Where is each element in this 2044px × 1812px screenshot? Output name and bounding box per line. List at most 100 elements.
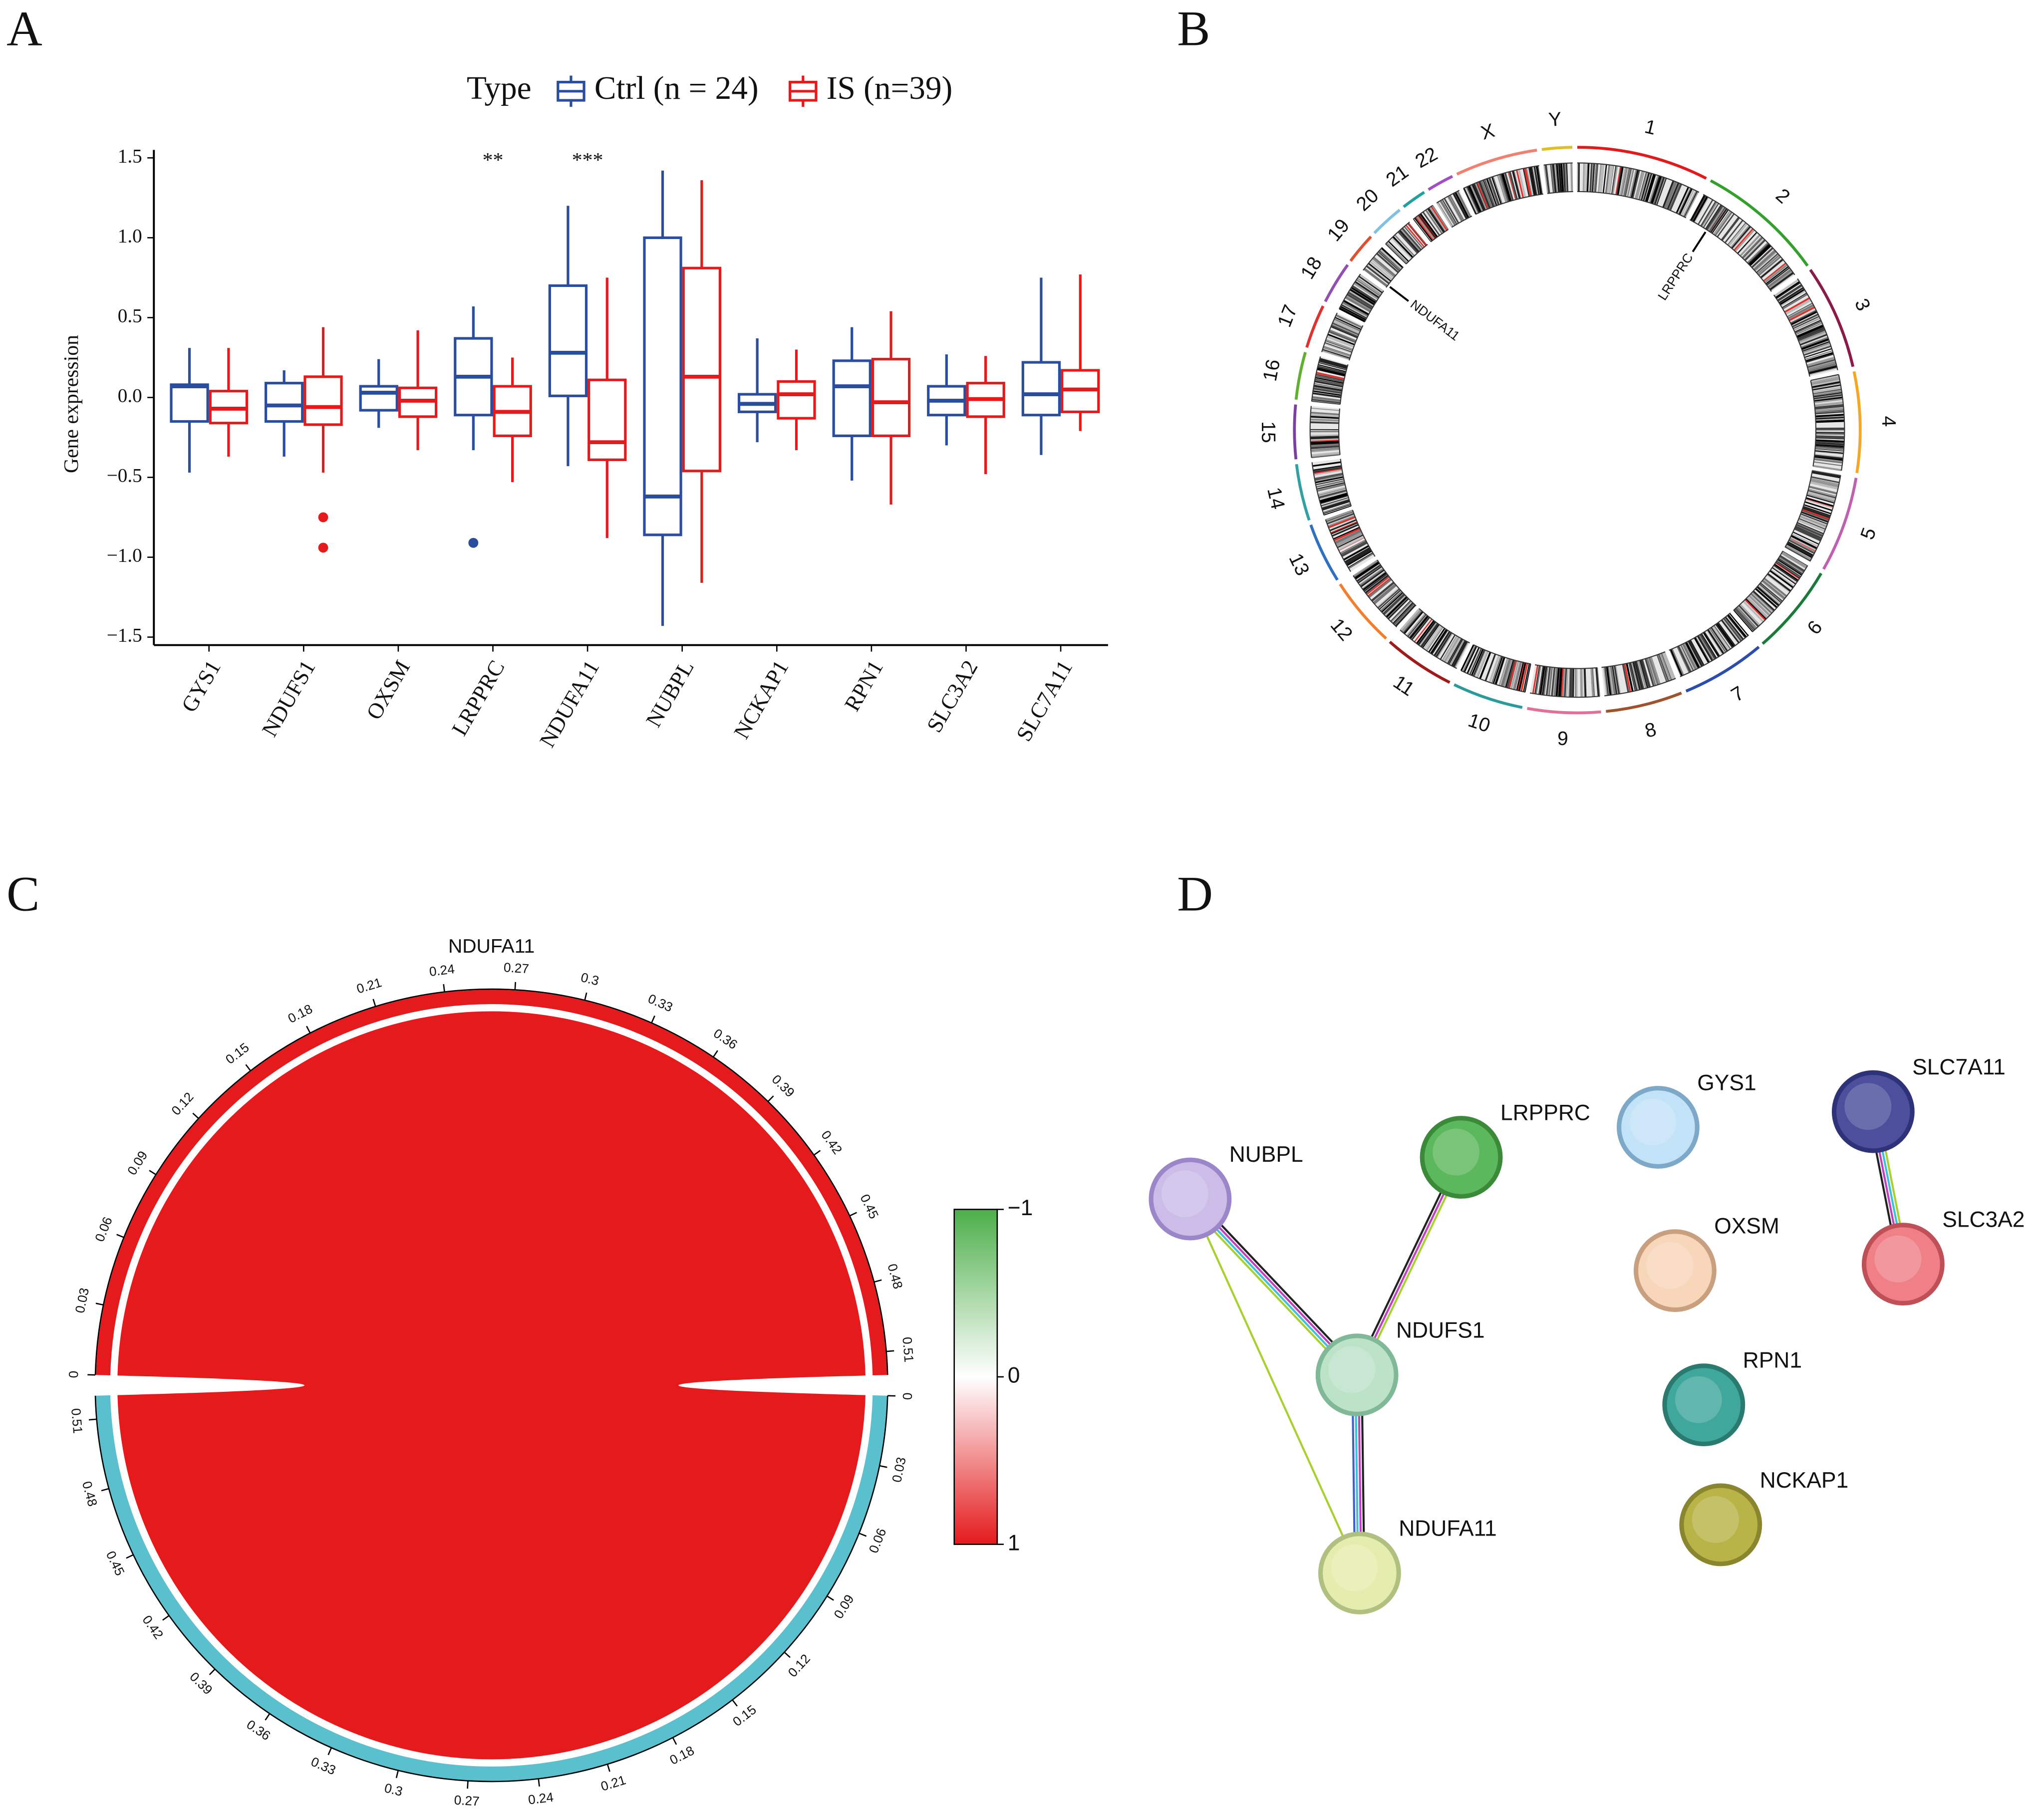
band xyxy=(1344,547,1370,562)
tick-label: 0.48 xyxy=(79,1480,100,1508)
band xyxy=(1336,532,1363,547)
band xyxy=(1334,529,1362,544)
band xyxy=(1784,297,1810,313)
band xyxy=(1318,362,1347,370)
tick xyxy=(514,982,516,990)
node xyxy=(1318,1532,1401,1614)
band xyxy=(1813,392,1842,398)
band xyxy=(1743,600,1764,623)
band xyxy=(1340,540,1367,555)
ideogram-outline xyxy=(1436,190,1460,204)
band xyxy=(1354,561,1380,579)
band xyxy=(1721,217,1740,241)
band xyxy=(1634,661,1643,690)
band xyxy=(1794,319,1821,333)
colorbar-tick-label: 0 xyxy=(1008,1363,1020,1388)
band xyxy=(1812,388,1842,395)
band xyxy=(1753,250,1776,271)
band xyxy=(1815,442,1844,446)
band xyxy=(1815,420,1845,423)
node-label: OXSM xyxy=(1714,1214,1779,1239)
band xyxy=(1555,668,1560,697)
node-highlight xyxy=(1629,1098,1677,1146)
band xyxy=(1341,304,1367,319)
band xyxy=(1359,567,1383,585)
ideogram-outline xyxy=(1809,475,1841,562)
band xyxy=(1745,598,1767,620)
tick xyxy=(606,1764,610,1772)
node xyxy=(1679,1483,1762,1566)
band xyxy=(1727,614,1747,638)
band xyxy=(1320,495,1348,505)
node-label: GYS1 xyxy=(1697,1070,1756,1095)
band xyxy=(1507,660,1516,689)
band xyxy=(1550,164,1555,193)
band xyxy=(1340,305,1367,320)
tick-label: 0.18 xyxy=(667,1743,697,1768)
band xyxy=(1805,497,1834,507)
band xyxy=(1620,167,1627,196)
band xyxy=(1329,329,1357,342)
ideogram-outline xyxy=(1340,459,1352,507)
band xyxy=(1799,516,1827,528)
band xyxy=(1645,174,1655,202)
band xyxy=(1787,303,1813,318)
tick-label: 0.33 xyxy=(646,991,675,1015)
band xyxy=(1431,206,1448,231)
tick xyxy=(209,1668,216,1675)
band xyxy=(1326,336,1354,348)
ideogram-outline xyxy=(1680,634,1750,677)
y-tick-label: −0.5 xyxy=(107,465,142,487)
band xyxy=(1430,629,1448,654)
band xyxy=(1374,584,1397,605)
band xyxy=(1752,591,1774,612)
band xyxy=(1563,163,1566,192)
chromosome-label: 9 xyxy=(1557,728,1569,750)
band xyxy=(1311,407,1340,411)
band xyxy=(1313,390,1342,396)
band xyxy=(1814,456,1843,461)
band xyxy=(1503,659,1513,688)
band xyxy=(1401,609,1422,632)
band xyxy=(1515,170,1524,198)
band xyxy=(1508,171,1518,200)
sector-axis xyxy=(94,988,888,1375)
band xyxy=(1463,188,1477,215)
band xyxy=(1535,665,1541,694)
band xyxy=(1560,668,1563,697)
ideogram-outline xyxy=(1364,290,1384,322)
tick xyxy=(672,1737,677,1745)
band xyxy=(1775,281,1800,298)
band xyxy=(1314,473,1343,480)
band xyxy=(1709,628,1726,653)
band xyxy=(1765,266,1789,284)
band xyxy=(1385,243,1407,264)
ideogram-outline xyxy=(1797,278,1838,370)
band xyxy=(1814,458,1843,464)
tick-label: 0.42 xyxy=(139,1612,166,1642)
tick-label: 0.09 xyxy=(124,1148,150,1178)
band xyxy=(1333,321,1360,334)
tick xyxy=(149,1170,157,1175)
band xyxy=(1608,666,1614,695)
band xyxy=(1453,641,1468,668)
band xyxy=(1320,494,1348,504)
band xyxy=(1596,668,1600,697)
chromosome-arc xyxy=(1349,236,1372,262)
band xyxy=(1529,167,1536,196)
band xyxy=(1752,590,1775,611)
tick xyxy=(327,1747,332,1756)
legend-title: Type xyxy=(467,70,532,106)
band xyxy=(1617,167,1624,196)
x-tick-label: SLC3A2 xyxy=(921,656,982,737)
band xyxy=(1713,625,1731,650)
band xyxy=(1359,568,1384,586)
band xyxy=(1353,559,1378,577)
band xyxy=(1327,335,1355,346)
band xyxy=(1313,386,1342,392)
band xyxy=(1771,566,1796,585)
gene-marker xyxy=(1389,286,1409,302)
band xyxy=(1815,448,1844,452)
band xyxy=(1734,609,1753,632)
band xyxy=(1313,387,1342,394)
